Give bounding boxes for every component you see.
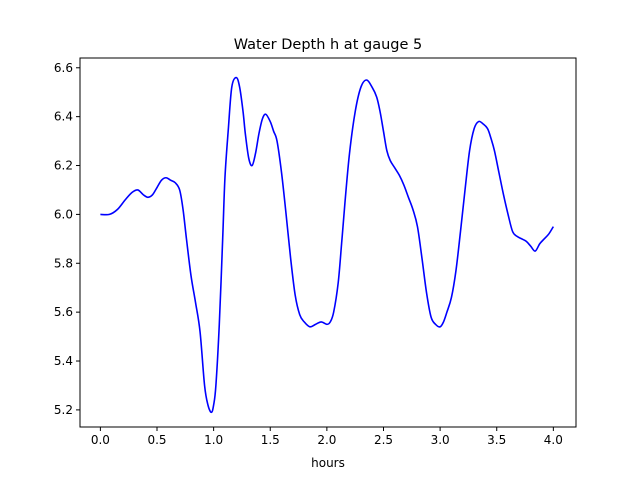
y-tick-label: 5.2 <box>54 403 73 417</box>
x-tick-label: 1.5 <box>261 433 280 447</box>
x-axis: 0.0 0.5 1.0 1.5 2.0 2.5 3.0 3.5 4.0 <box>91 427 563 447</box>
plot-frame <box>79 57 577 428</box>
data-lines <box>100 76 555 414</box>
y-axis: 5.2 5.4 5.6 5.8 6.0 6.2 6.4 6.6 <box>54 61 80 417</box>
x-tick-label: 3.0 <box>431 433 450 447</box>
x-tick-label: 2.0 <box>317 433 336 447</box>
plot-area <box>80 58 576 427</box>
chart-title: Water Depth h at gauge 5 <box>234 37 422 53</box>
x-tick-label: 0.5 <box>147 433 166 447</box>
x-tick-label: 3.5 <box>487 433 506 447</box>
y-tick-label: 6.6 <box>54 61 73 75</box>
x-axis-label: hours <box>311 456 345 470</box>
y-tick-label: 5.8 <box>54 256 73 270</box>
y-tick-label: 6.0 <box>54 207 73 221</box>
x-tick-label: 0.0 <box>91 433 110 447</box>
y-tick-label: 5.4 <box>54 354 73 368</box>
y-tick-label: 6.2 <box>54 159 73 173</box>
series-line <box>100 76 555 414</box>
x-tick-label: 2.5 <box>374 433 393 447</box>
x-tick-label: 1.0 <box>204 433 223 447</box>
y-tick-label: 5.6 <box>54 305 73 319</box>
x-tick-label: 4.0 <box>544 433 563 447</box>
y-tick-label: 6.4 <box>54 110 73 124</box>
